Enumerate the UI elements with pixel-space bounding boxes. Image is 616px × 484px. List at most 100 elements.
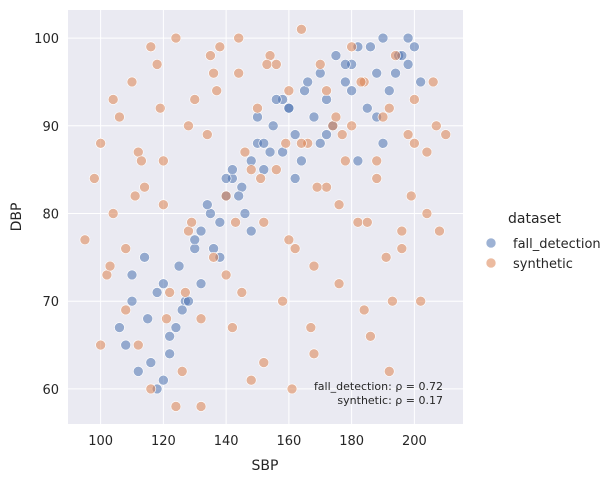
point-fall-detection <box>308 111 320 123</box>
point-fall-detection <box>151 287 163 298</box>
point-synthetic <box>120 243 132 254</box>
point-fall-detection <box>132 366 144 377</box>
point-fall-detection <box>139 252 150 263</box>
point-fall-detection <box>415 76 426 88</box>
point-synthetic <box>330 111 342 123</box>
point-fall-detection <box>158 374 169 386</box>
point-fall-detection <box>283 102 295 114</box>
point-synthetic <box>258 216 270 228</box>
point-synthetic <box>289 243 301 254</box>
point-synthetic <box>104 260 116 272</box>
point-fall-detection <box>158 278 169 289</box>
point-synthetic <box>230 216 241 228</box>
point-synthetic <box>296 23 307 35</box>
point-synthetic <box>195 401 207 412</box>
point-fall-detection <box>365 41 376 53</box>
legend-marker-fall-detection <box>485 237 497 249</box>
point-fall-detection <box>296 155 307 167</box>
point-synthetic <box>314 59 326 70</box>
point-synthetic <box>283 85 295 96</box>
point-fall-detection <box>164 348 175 360</box>
point-synthetic <box>277 295 288 307</box>
point-synthetic <box>186 216 197 228</box>
point-synthetic <box>346 41 357 53</box>
point-synthetic <box>383 366 395 377</box>
point-fall-detection <box>402 32 414 44</box>
point-synthetic <box>346 120 357 132</box>
point-synthetic <box>387 295 398 307</box>
point-fall-detection <box>377 138 389 149</box>
x-ticks: 100 120 140 160 180 200 <box>88 434 427 449</box>
point-synthetic <box>151 59 163 70</box>
point-synthetic <box>421 208 433 219</box>
point-fall-detection <box>114 322 125 333</box>
point-synthetic <box>261 59 273 70</box>
point-fall-detection <box>233 190 244 202</box>
point-synthetic <box>296 138 307 149</box>
point-synthetic <box>220 190 232 202</box>
point-synthetic <box>358 304 370 316</box>
point-synthetic <box>236 287 248 298</box>
point-fall-detection <box>264 146 276 158</box>
point-synthetic <box>161 313 172 325</box>
point-synthetic <box>95 339 106 351</box>
point-fall-detection <box>120 339 132 351</box>
point-synthetic <box>139 181 150 193</box>
point-fall-detection <box>220 173 232 184</box>
point-fall-detection <box>258 138 270 149</box>
point-synthetic <box>380 252 392 263</box>
point-fall-detection <box>173 260 185 272</box>
point-fall-detection <box>145 357 157 368</box>
point-synthetic <box>170 32 182 44</box>
point-synthetic <box>377 111 389 123</box>
point-synthetic <box>126 76 138 88</box>
point-fall-detection <box>330 50 342 61</box>
point-synthetic <box>145 383 157 395</box>
point-synthetic <box>189 94 201 105</box>
point-fall-detection <box>170 322 182 333</box>
point-fall-detection <box>267 120 279 132</box>
point-synthetic <box>205 50 216 61</box>
point-synthetic <box>195 313 207 325</box>
point-synthetic <box>170 401 182 412</box>
point-synthetic <box>396 225 408 237</box>
point-synthetic <box>227 322 238 333</box>
legend: dataset fall_detection synthetic <box>485 211 601 272</box>
point-synthetic <box>308 348 320 360</box>
point-synthetic <box>402 129 414 140</box>
point-synthetic <box>255 173 266 184</box>
point-synthetic <box>129 190 141 202</box>
point-synthetic <box>336 129 348 140</box>
y-ticks: 60 70 80 90 100 <box>34 32 59 398</box>
point-fall-detection <box>362 102 373 114</box>
point-fall-detection <box>195 225 207 237</box>
point-synthetic <box>371 155 383 167</box>
point-synthetic <box>158 155 169 167</box>
point-fall-detection <box>377 32 389 44</box>
point-fall-detection <box>409 41 420 53</box>
point-synthetic <box>409 138 420 149</box>
point-synthetic <box>340 155 351 167</box>
point-synthetic <box>427 76 439 88</box>
x-tick-label: 200 <box>402 434 427 449</box>
y-tick-label: 90 <box>42 120 59 135</box>
point-synthetic <box>271 59 282 70</box>
point-synthetic <box>202 129 213 140</box>
point-synthetic <box>208 67 219 79</box>
point-synthetic <box>415 295 426 307</box>
point-synthetic <box>333 278 345 289</box>
point-synthetic <box>239 146 251 158</box>
x-tick-label: 120 <box>151 434 176 449</box>
point-synthetic <box>365 330 376 342</box>
point-synthetic <box>120 304 132 316</box>
annotation-synthetic: synthetic: ρ = 0.17 <box>337 394 443 407</box>
point-fall-detection <box>302 76 313 88</box>
point-synthetic <box>390 50 401 61</box>
point-fall-detection <box>126 269 138 281</box>
y-tick-label: 100 <box>34 32 59 47</box>
point-synthetic <box>158 199 169 211</box>
point-synthetic <box>220 269 232 281</box>
point-fall-detection <box>289 129 301 140</box>
point-synthetic <box>283 234 295 246</box>
point-fall-detection <box>340 59 351 70</box>
